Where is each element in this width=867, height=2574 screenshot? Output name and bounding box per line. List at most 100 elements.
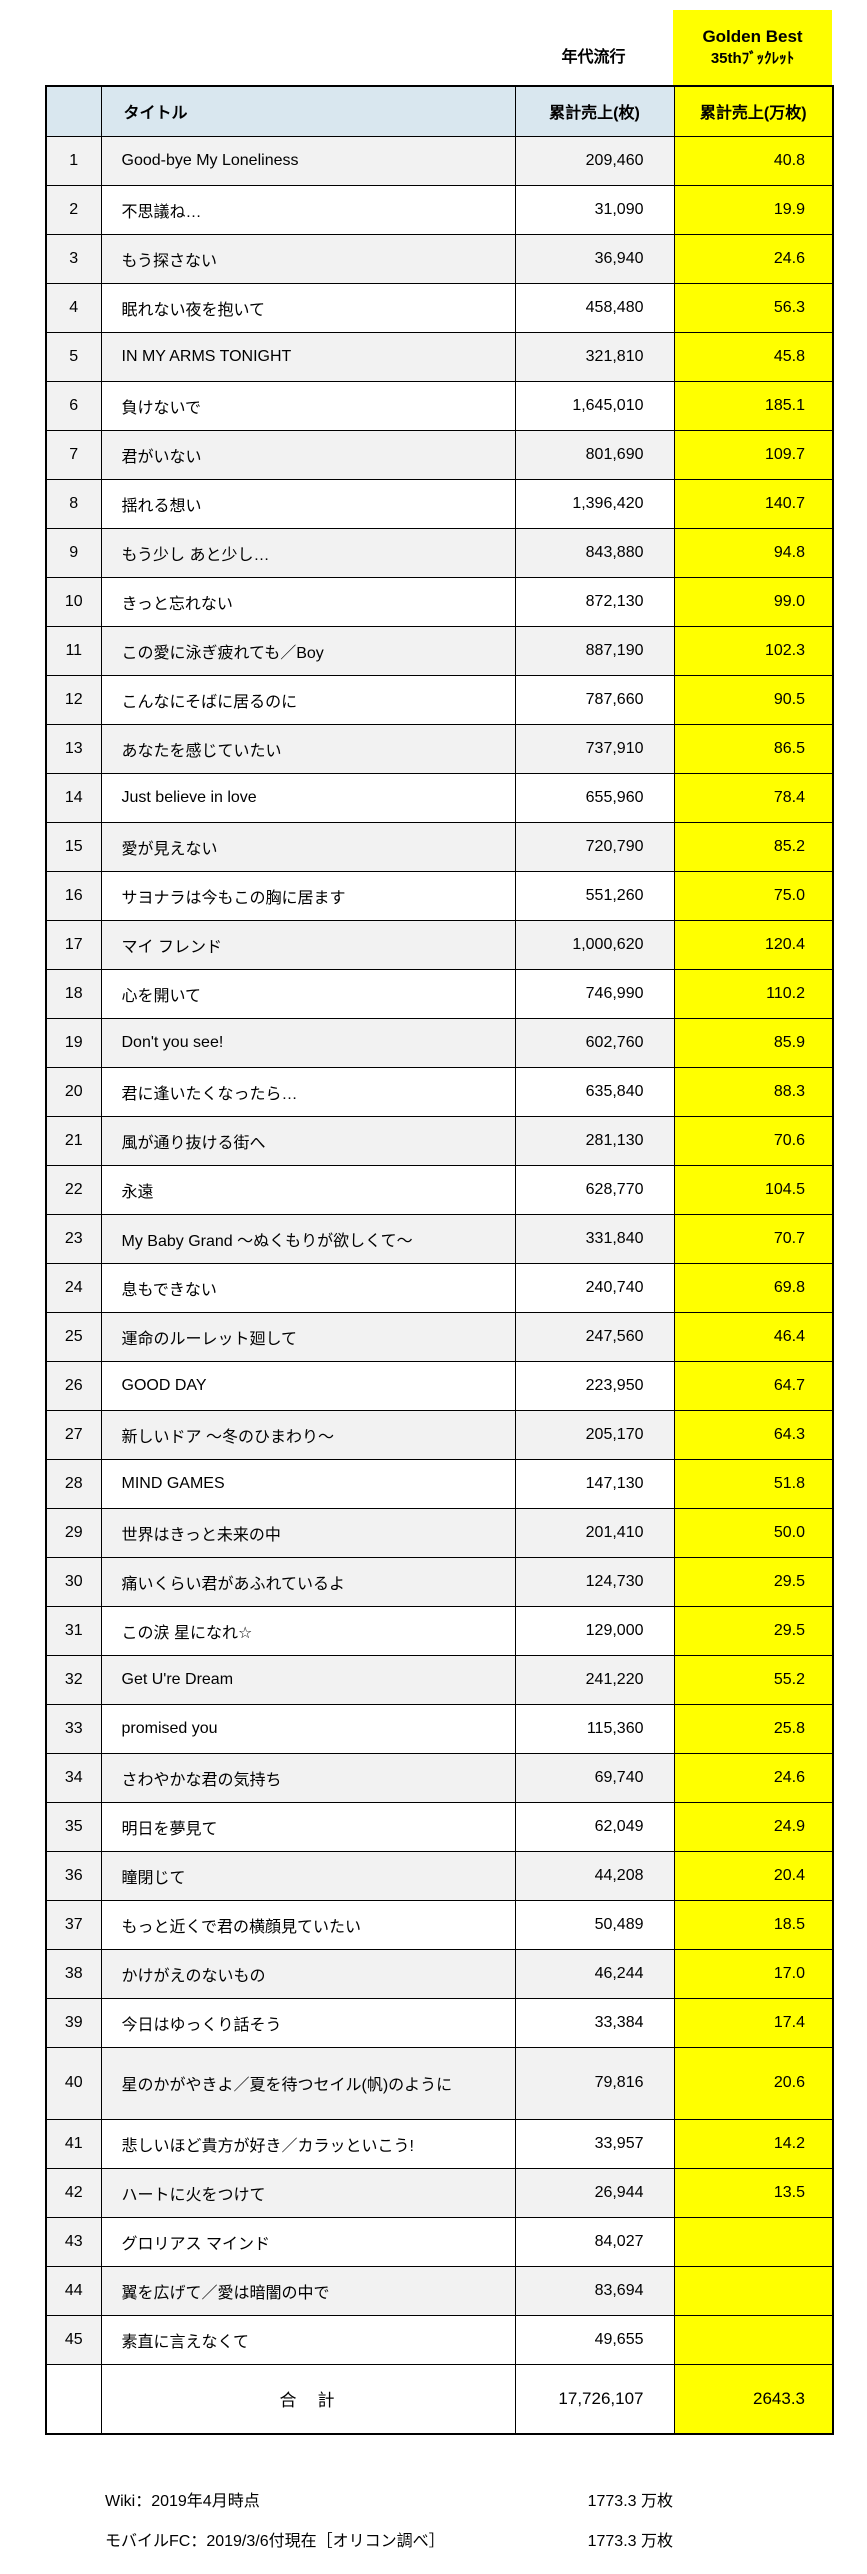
- title-cell: もっと近くで君の横顔見ていたい: [100, 1899, 516, 1950]
- table-row: 21 風が通り抜ける街へ 281,130 70.6: [45, 1115, 834, 1166]
- title-cell: 揺れる想い: [100, 478, 516, 529]
- table-row: 11 この愛に泳ぎ疲れても／Boy 887,190 102.3: [45, 625, 834, 676]
- title-cell: 痛いくらい君があふれているよ: [100, 1556, 516, 1607]
- source-label-golden-best: Golden Best 35thﾌﾞｯｸﾚｯﾄ: [673, 10, 832, 85]
- row-number-cell: 21: [45, 1115, 102, 1166]
- sales-10k-cell: [673, 2314, 834, 2365]
- sales-10k-cell: 64.3: [673, 1409, 834, 1460]
- sales-cell: 83,694: [514, 2265, 675, 2316]
- row-number-cell: 1: [45, 135, 102, 186]
- sales-cell: 787,660: [514, 674, 675, 725]
- footnote-label: モバイルFC：2019/3/6付現在［オリコン調べ］: [105, 2533, 445, 2550]
- sales-cell: 720,790: [514, 821, 675, 872]
- footnote-value: 1773.3 万枚: [587, 2493, 673, 2510]
- sales-cell: 247,560: [514, 1311, 675, 1362]
- table-row: 4 眠れない夜を抱いて 458,480 56.3: [45, 282, 834, 333]
- row-number-cell: 13: [45, 723, 102, 774]
- sales-cell: 458,480: [514, 282, 675, 333]
- table-row: 35 明日を夢見て 62,049 24.9: [45, 1801, 834, 1852]
- golden-best-line1: Golden Best: [702, 26, 803, 46]
- row-number-cell: 2: [45, 184, 102, 235]
- row-number-cell: 40: [45, 2046, 102, 2120]
- sales-10k-cell: 102.3: [673, 625, 834, 676]
- row-number-cell: 20: [45, 1066, 102, 1117]
- table-row: 30 痛いくらい君があふれているよ 124,730 29.5: [45, 1556, 834, 1607]
- footnote-value: 1773.3 万枚: [587, 2533, 673, 2550]
- sales-10k-cell: 19.9: [673, 184, 834, 235]
- total-row: 合 計 17,726,107 2643.3: [45, 2363, 834, 2435]
- row-number-cell: 6: [45, 380, 102, 431]
- sales-10k-cell: 120.4: [673, 919, 834, 970]
- sales-cell: 31,090: [514, 184, 675, 235]
- table-row: 24 息もできない 240,740 69.8: [45, 1262, 834, 1313]
- sales-cell: 1,000,620: [514, 919, 675, 970]
- title-cell: もう探さない: [100, 233, 516, 284]
- sales-10k-cell: 24.9: [673, 1801, 834, 1852]
- sales-cell: 201,410: [514, 1507, 675, 1558]
- title-cell: Just believe in love: [100, 772, 516, 823]
- sales-cell: 36,940: [514, 233, 675, 284]
- sales-10k-cell: 70.6: [673, 1115, 834, 1166]
- table-row: 13 あなたを感じていたい 737,910 86.5: [45, 723, 834, 774]
- title-cell: さわやかな君の気持ち: [100, 1752, 516, 1803]
- sales-cell: 69,740: [514, 1752, 675, 1803]
- title-cell: 今日はゆっくり話そう: [100, 1997, 516, 2048]
- table-row: 39 今日はゆっくり話そう 33,384 17.4: [45, 1997, 834, 2048]
- sales-cell: 887,190: [514, 625, 675, 676]
- sales-cell: 115,360: [514, 1703, 675, 1754]
- total-sales-cell: 17,726,107: [514, 2363, 675, 2435]
- sales-10k-cell: 70.7: [673, 1213, 834, 1264]
- table-row: 26 GOOD DAY 223,950 64.7: [45, 1360, 834, 1411]
- table-row: 33 promised you 115,360 25.8: [45, 1703, 834, 1754]
- row-number-cell: 11: [45, 625, 102, 676]
- sales-10k-cell: 85.9: [673, 1017, 834, 1068]
- sales-cell: 281,130: [514, 1115, 675, 1166]
- sales-10k-cell: 46.4: [673, 1311, 834, 1362]
- sales-cell: 44,208: [514, 1850, 675, 1901]
- sales-cell: 147,130: [514, 1458, 675, 1509]
- sales-10k-cell: 85.2: [673, 821, 834, 872]
- table-row: 45 素直に言えなくて 49,655: [45, 2314, 834, 2365]
- sales-cell: 209,460: [514, 135, 675, 186]
- table-row: 18 心を開いて 746,990 110.2: [45, 968, 834, 1019]
- sales-cell: 602,760: [514, 1017, 675, 1068]
- row-number-cell: 45: [45, 2314, 102, 2365]
- row-number-cell: 14: [45, 772, 102, 823]
- row-number-cell: 15: [45, 821, 102, 872]
- table-row: 3 もう探さない 36,940 24.6: [45, 233, 834, 284]
- col-header-title: タイトル: [100, 85, 516, 137]
- sales-cell: 241,220: [514, 1654, 675, 1705]
- sales-10k-cell: 18.5: [673, 1899, 834, 1950]
- sales-cell: 655,960: [514, 772, 675, 823]
- title-cell: 永遠: [100, 1164, 516, 1215]
- row-number-cell: 39: [45, 1997, 102, 2048]
- row-number-cell: 19: [45, 1017, 102, 1068]
- table-row: 23 My Baby Grand ～ぬくもりが欲しくて～ 331,840 70.7: [45, 1213, 834, 1264]
- row-number-cell: 3: [45, 233, 102, 284]
- sales-10k-cell: 25.8: [673, 1703, 834, 1754]
- sales-cell: 635,840: [514, 1066, 675, 1117]
- table-row: 32 Get U're Dream 241,220 55.2: [45, 1654, 834, 1705]
- row-number-cell: 17: [45, 919, 102, 970]
- row-number-cell: 8: [45, 478, 102, 529]
- sales-cell: 240,740: [514, 1262, 675, 1313]
- sales-10k-cell: 75.0: [673, 870, 834, 921]
- sales-10k-cell: 20.6: [673, 2046, 834, 2120]
- row-number-cell: 30: [45, 1556, 102, 1607]
- column-source-labels: 年代流行 Golden Best 35thﾌﾞｯｸﾚｯﾄ: [45, 10, 832, 85]
- title-cell: 翼を広げて／愛は暗闇の中で: [100, 2265, 516, 2316]
- title-cell: この涙 星になれ☆: [100, 1605, 516, 1656]
- table-row: 38 かけがえのないもの 46,244 17.0: [45, 1948, 834, 1999]
- row-number-cell: 29: [45, 1507, 102, 1558]
- sales-10k-cell: 50.0: [673, 1507, 834, 1558]
- total-label-cell: 合 計: [100, 2363, 516, 2435]
- title-cell: 新しいドア ～冬のひまわり～: [100, 1409, 516, 1460]
- sales-cell: 49,655: [514, 2314, 675, 2365]
- table-row: 25 運命のルーレット廻して 247,560 46.4: [45, 1311, 834, 1362]
- sales-10k-cell: 29.5: [673, 1556, 834, 1607]
- sales-10k-cell: 185.1: [673, 380, 834, 431]
- table-row: 5 IN MY ARMS TONIGHT 321,810 45.8: [45, 331, 834, 382]
- table-row: 9 もう少し あと少し… 843,880 94.8: [45, 527, 834, 578]
- footnote-label: Wiki：2019年4月時点: [105, 2493, 260, 2510]
- title-cell: 風が通り抜ける街へ: [100, 1115, 516, 1166]
